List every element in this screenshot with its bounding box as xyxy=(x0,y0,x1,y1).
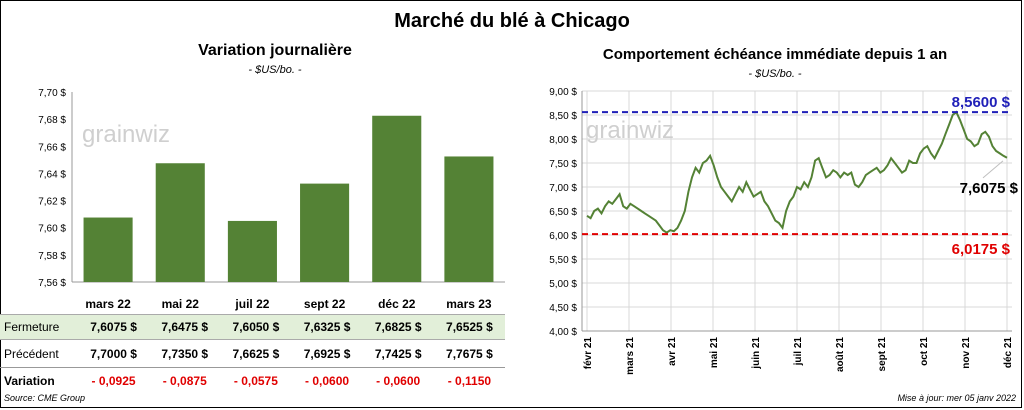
last-value-leader xyxy=(982,160,1004,179)
x-tick-label: déc 22 xyxy=(378,297,416,311)
y-tick-label: 7,00 $ xyxy=(549,183,577,194)
previous-row: Précédent 7,7000 $ 7,7350 $ 7,6625 $ 7,6… xyxy=(0,339,505,368)
bar xyxy=(444,156,494,282)
x-tick-label: juin 21 xyxy=(751,337,762,370)
line-chart: 4,00 $ 4,50 $ 5,00 $ 5,50 $ 6,00 $ 6,50 $ 7,00… xyxy=(549,87,1019,375)
main-title: Marché du blé à Chicago xyxy=(394,10,630,32)
previous-cell: 7,7350 $ xyxy=(149,339,221,368)
line-chart-title: Comportement échéance immédiate depuis 1… xyxy=(602,46,948,63)
variation-cell: - 0,0600 xyxy=(376,374,421,388)
source-note: Source: CME Group xyxy=(4,393,86,403)
x-tick-label: nov 21 xyxy=(961,337,972,369)
variation-cell: - 0,0925 xyxy=(91,374,136,388)
variation-cell: - 0,0875 xyxy=(162,374,207,388)
x-tick-label: sept 21 xyxy=(877,337,888,372)
previous-cell: 7,7000 $ xyxy=(78,339,150,368)
close-row: Fermeture 7,6075 $ 7,6475 $ 7,6050 $ 7,6… xyxy=(0,314,505,340)
x-tick-label: sept 22 xyxy=(304,297,346,311)
previous-label: Précédent xyxy=(0,339,78,368)
bar xyxy=(227,220,277,282)
close-cell: 7,6825 $ xyxy=(362,314,434,340)
bar-chart-unit: - $US/bo. - xyxy=(248,64,302,76)
bar-chart: grainwiz 7,56 $ 7,58 $ 7,60 $ 7,62 $ 7,64 $ 7,… xyxy=(38,88,505,311)
x-tick-label: avr 21 xyxy=(667,337,678,366)
y-tick-label: 4,00 $ xyxy=(549,327,577,338)
close-cell: 7,6075 $ xyxy=(78,314,150,340)
x-tick-label: oct 21 xyxy=(919,337,930,366)
close-cell: 7,6475 $ xyxy=(149,314,221,340)
variation-label: Variation xyxy=(4,374,55,388)
close-cell: 7,6050 $ xyxy=(220,314,292,340)
high-label: 8,5600 $ xyxy=(952,94,1011,111)
y-tick-label: 7,56 $ xyxy=(38,278,66,289)
bar-chart-title: Variation journalière xyxy=(198,42,352,59)
previous-cell: 7,7425 $ xyxy=(362,339,434,368)
x-tick-label: févr 21 xyxy=(583,337,594,370)
bar xyxy=(83,217,133,282)
x-tick-label: mai 22 xyxy=(162,297,200,311)
y-tick-label: 7,50 $ xyxy=(549,159,577,170)
bar xyxy=(372,115,422,282)
close-cell: 7,6525 $ xyxy=(433,314,505,340)
logo-watermark: grainwiz xyxy=(82,121,170,148)
y-tick-label: 7,60 $ xyxy=(38,224,66,235)
logo-watermark: grainwiz xyxy=(586,117,674,144)
close-label: Fermeture xyxy=(0,314,78,340)
x-tick-label: mai 21 xyxy=(709,337,720,369)
y-tick-label: 7,58 $ xyxy=(38,251,66,262)
x-tick-label: mars 23 xyxy=(446,297,492,311)
y-tick-label: 8,00 $ xyxy=(549,135,577,146)
y-tick-label: 7,70 $ xyxy=(38,88,66,99)
y-tick-label: 7,66 $ xyxy=(38,142,66,153)
variation-row: Variation - 0,0925 - 0,0875 - 0,0575 - 0… xyxy=(0,368,505,395)
bar xyxy=(155,163,205,282)
bar xyxy=(300,183,350,282)
price-line xyxy=(586,110,1008,234)
x-tick-label: mars 22 xyxy=(85,297,131,311)
previous-cell: 7,6625 $ xyxy=(220,339,292,368)
x-tick-label: août 21 xyxy=(835,337,846,372)
price-table: Fermeture 7,6075 $ 7,6475 $ 7,6050 $ 7,6… xyxy=(0,314,505,394)
x-tick-label: juil 22 xyxy=(234,297,269,311)
y-tick-label: 4,50 $ xyxy=(549,303,577,314)
close-cell: 7,6325 $ xyxy=(291,314,363,340)
variation-cell: - 0,0575 xyxy=(233,374,278,388)
variation-cell: - 0,0600 xyxy=(305,374,350,388)
y-tick-label: 7,64 $ xyxy=(38,169,66,180)
x-tick-label: juil 21 xyxy=(793,337,804,367)
y-tick-label: 7,62 $ xyxy=(38,197,66,208)
previous-cell: 7,6925 $ xyxy=(291,339,363,368)
variation-cell: - 0,1150 xyxy=(447,374,492,388)
x-tick-label: mars 21 xyxy=(625,337,636,375)
update-note: Mise à jour: mer 05 janv 2022 xyxy=(897,393,1016,403)
y-tick-label: 5,00 $ xyxy=(549,279,577,290)
y-tick-label: 6,50 $ xyxy=(549,207,577,218)
y-tick-label: 7,68 $ xyxy=(38,115,66,126)
y-tick-label: 5,50 $ xyxy=(549,255,577,266)
y-tick-label: 6,00 $ xyxy=(549,231,577,242)
y-tick-label: 9,00 $ xyxy=(549,87,577,98)
line-chart-unit: - $US/bo. - xyxy=(748,68,802,80)
low-label: 6,0175 $ xyxy=(952,241,1011,258)
last-value-label: 7,6075 $ xyxy=(960,180,1019,197)
previous-cell: 7,7675 $ xyxy=(433,339,505,368)
y-tick-label: 8,50 $ xyxy=(549,111,577,122)
x-tick-label: déc 21 xyxy=(1003,337,1014,369)
